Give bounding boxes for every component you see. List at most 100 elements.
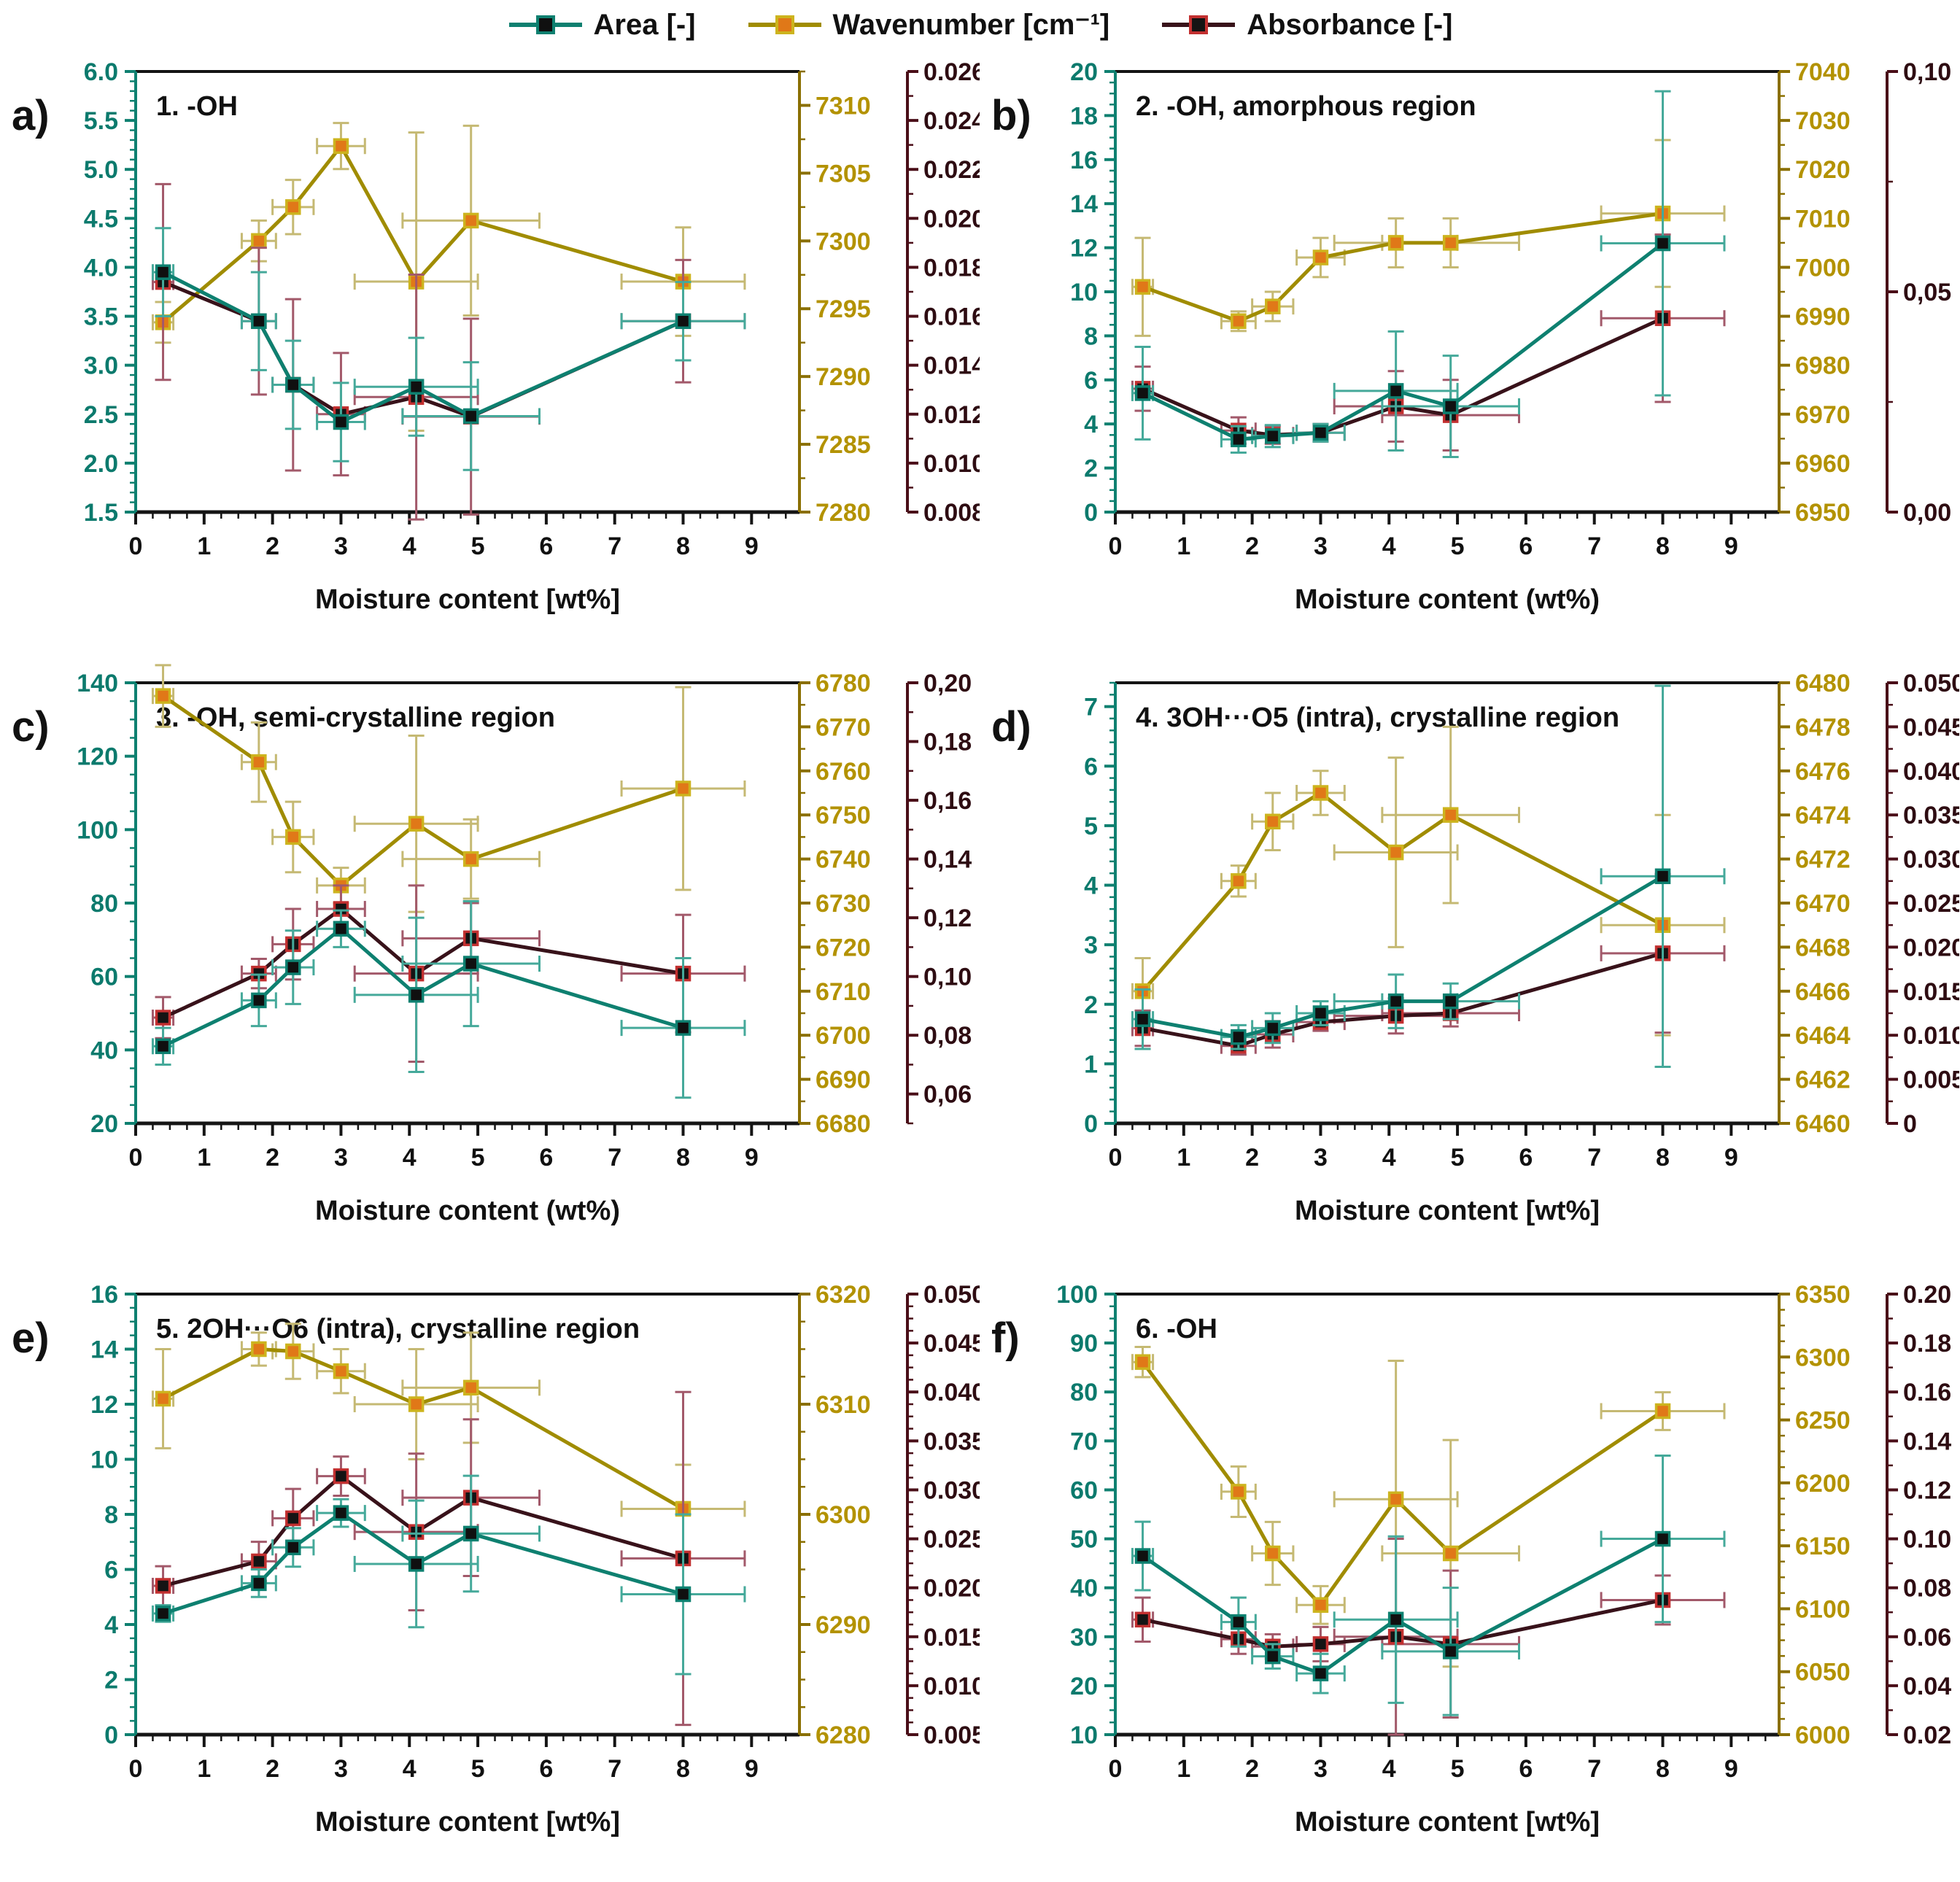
svg-text:10: 10 — [90, 1447, 118, 1474]
chart-a: 0 1 2 3 4 5 6 7 8 9 1.5 2.0 2.5 3.0 3.5 4.0 4.5 5.0 5.5 6.0… — [12, 58, 985, 615]
svg-text:7295: 7295 — [816, 295, 871, 323]
subplot-b: 0 1 2 3 4 5 6 7 8 9 0 2 4 6 8 10 12 14 16 18 20 6950 6960 6970 6… — [980, 45, 1959, 657]
svg-text:3: 3 — [334, 1144, 348, 1172]
svg-text:5.0: 5.0 — [84, 156, 118, 184]
svg-text:0.018: 0.018 — [923, 254, 980, 282]
svg-text:100: 100 — [1056, 1281, 1098, 1309]
svg-text:90: 90 — [1070, 1330, 1098, 1358]
subplot-grid: 0 1 2 3 4 5 6 7 8 9 1.5 2.0 2.5 3.0 3.5 4.0 4.5 5.0 5.5 6.0… — [0, 45, 1960, 1879]
svg-text:3: 3 — [1314, 1755, 1328, 1783]
svg-text:6760: 6760 — [816, 758, 871, 786]
svg-text:140: 140 — [77, 670, 118, 697]
svg-text:9: 9 — [1724, 1144, 1738, 1172]
svg-text:0.040: 0.040 — [1903, 758, 1959, 786]
svg-text:8: 8 — [104, 1501, 118, 1529]
svg-text:14: 14 — [1070, 190, 1098, 218]
svg-text:0: 0 — [1903, 1110, 1917, 1138]
svg-text:4: 4 — [403, 1144, 417, 1172]
svg-text:1: 1 — [197, 1144, 211, 1172]
svg-text:0.025: 0.025 — [923, 1526, 980, 1554]
svg-text:0.015: 0.015 — [923, 1624, 980, 1651]
svg-text:5: 5 — [1451, 1755, 1465, 1783]
svg-text:0: 0 — [129, 1144, 143, 1172]
svg-text:1. -OH: 1. -OH — [156, 91, 238, 122]
svg-text:6: 6 — [1519, 1144, 1533, 1172]
svg-text:6468: 6468 — [1795, 934, 1851, 961]
svg-text:1: 1 — [1177, 1144, 1190, 1172]
svg-text:6.0: 6.0 — [84, 58, 118, 86]
absorbance-series-icon — [1161, 12, 1236, 37]
svg-text:6990: 6990 — [1795, 303, 1851, 331]
svg-text:0: 0 — [1084, 499, 1098, 527]
svg-text:12: 12 — [1070, 235, 1098, 263]
svg-text:7290: 7290 — [816, 363, 871, 391]
svg-text:8: 8 — [1084, 322, 1098, 350]
svg-text:8: 8 — [1656, 1144, 1670, 1172]
svg-text:0,10: 0,10 — [1903, 58, 1951, 86]
svg-text:6: 6 — [104, 1557, 118, 1584]
svg-text:0,08: 0,08 — [923, 1022, 972, 1050]
svg-text:0,18: 0,18 — [923, 729, 972, 756]
svg-text:7: 7 — [608, 533, 621, 560]
svg-text:4.0: 4.0 — [84, 254, 118, 282]
svg-text:7020: 7020 — [1795, 156, 1851, 184]
svg-text:0.005: 0.005 — [1903, 1066, 1959, 1094]
svg-text:6470: 6470 — [1795, 890, 1851, 918]
svg-text:6300: 6300 — [816, 1501, 871, 1529]
svg-text:0,14: 0,14 — [923, 846, 972, 874]
svg-text:6310: 6310 — [816, 1391, 871, 1419]
svg-text:0.014: 0.014 — [923, 352, 980, 380]
svg-text:7285: 7285 — [816, 431, 871, 459]
svg-text:0.10: 0.10 — [1903, 1526, 1951, 1554]
chart-e: 0 1 2 3 4 5 6 7 8 9024681012141662806290630063106… — [12, 1281, 985, 1838]
svg-text:10: 10 — [1070, 1722, 1098, 1749]
svg-text:6460: 6460 — [1795, 1110, 1851, 1138]
svg-text:5: 5 — [471, 1144, 485, 1172]
svg-text:20: 20 — [1070, 1673, 1098, 1700]
svg-text:f): f) — [991, 1314, 1020, 1362]
svg-text:60: 60 — [1070, 1476, 1098, 1504]
legend-label-absorbance: Absorbance [-] — [1247, 8, 1453, 41]
svg-text:0.024: 0.024 — [923, 107, 980, 135]
svg-text:7: 7 — [608, 1144, 621, 1172]
svg-text:3: 3 — [1314, 533, 1328, 560]
svg-text:16: 16 — [90, 1281, 118, 1309]
svg-text:6290: 6290 — [816, 1611, 871, 1639]
subplot-d: 0 1 2 3 4 5 6 7 8 9 0 1 2 3 4 5 6 7 6460 6462 6464 6466 6468 64… — [980, 657, 1960, 1268]
svg-text:5: 5 — [471, 533, 485, 560]
svg-text:5. 2OH···O6 (intra), crystalli: 5. 2OH···O6 (intra), crystalline region — [156, 1314, 640, 1344]
svg-text:20: 20 — [90, 1110, 118, 1138]
svg-text:4: 4 — [1382, 533, 1396, 560]
svg-text:Moisture content [wt%]: Moisture content [wt%] — [1295, 1807, 1600, 1838]
svg-text:0.06: 0.06 — [1903, 1624, 1951, 1651]
svg-text:8: 8 — [1656, 1755, 1670, 1783]
svg-text:2: 2 — [1084, 991, 1098, 1019]
svg-text:6690: 6690 — [816, 1066, 871, 1094]
svg-text:6472: 6472 — [1795, 846, 1851, 874]
svg-text:3: 3 — [1084, 932, 1098, 959]
svg-text:6280: 6280 — [816, 1722, 871, 1749]
svg-text:0.035: 0.035 — [923, 1428, 980, 1455]
svg-text:0.016: 0.016 — [923, 303, 980, 331]
svg-text:6700: 6700 — [816, 1022, 871, 1050]
svg-text:0: 0 — [1109, 1755, 1123, 1783]
svg-text:0.045: 0.045 — [1903, 713, 1959, 741]
svg-text:7040: 7040 — [1795, 58, 1851, 86]
svg-text:2: 2 — [266, 1144, 279, 1172]
svg-text:1: 1 — [1177, 1755, 1190, 1783]
svg-text:2: 2 — [1245, 1144, 1259, 1172]
legend-item-area: Area [-] — [508, 9, 696, 42]
svg-text:8: 8 — [1656, 533, 1670, 560]
svg-text:2: 2 — [266, 1755, 279, 1783]
svg-text:9: 9 — [1724, 1755, 1738, 1783]
svg-text:5: 5 — [1084, 813, 1098, 840]
svg-text:3: 3 — [334, 1755, 348, 1783]
svg-text:4: 4 — [104, 1611, 118, 1639]
svg-text:6710: 6710 — [816, 978, 871, 1006]
svg-text:6474: 6474 — [1795, 802, 1851, 829]
svg-text:0.020: 0.020 — [1903, 934, 1959, 961]
svg-text:8: 8 — [676, 533, 690, 560]
svg-text:0.008: 0.008 — [923, 499, 980, 527]
svg-text:6000: 6000 — [1795, 1722, 1851, 1749]
